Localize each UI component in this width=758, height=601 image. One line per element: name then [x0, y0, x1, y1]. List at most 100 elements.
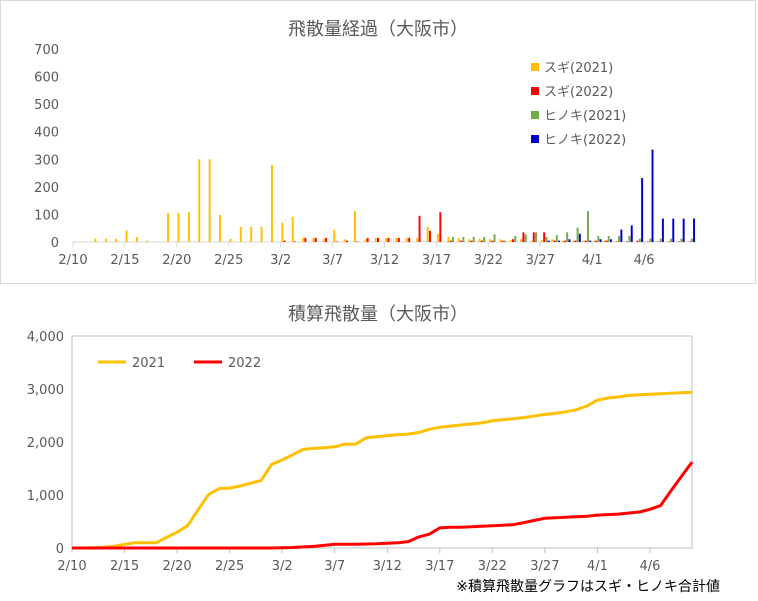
- bar-0-30: [385, 237, 388, 242]
- bar-0-15: [229, 238, 232, 242]
- bar-2-53: [628, 235, 631, 242]
- bar-2-51: [607, 235, 610, 242]
- bar-0-14: [219, 214, 222, 242]
- bar-2-58: [680, 238, 683, 242]
- bar-x-tick-label: 3/22: [474, 253, 503, 268]
- bar-0-38: [468, 239, 471, 242]
- footnote: ※積算飛散量グラフはスギ・ヒノキ合計値: [456, 579, 720, 595]
- bar-1-39: [480, 240, 483, 242]
- bar-3-50: [599, 239, 602, 242]
- bar-x-tick-label: 3/17: [422, 253, 451, 268]
- bar-chart-svg: 700 600 500 400 300 200 100 0 2/10 2/15 2/20 2/25 3/…: [34, 43, 696, 268]
- bar-3-56: [661, 218, 664, 242]
- bar-0-5: [125, 230, 128, 242]
- cumulative-line-chart-panel: 積算飛散量（大阪市） 4,000 3,000 2,000 1,000 0 2/10 2/15…: [0, 286, 756, 600]
- line-chart-svg: 4,000 3,000 2,000 1,000 0 2/10 2/15 2/20 2/25 3/2…: [27, 330, 694, 574]
- bar-x-tick-label: 3/27: [526, 253, 555, 268]
- bar-2-42: [514, 235, 517, 242]
- bar-0-12: [198, 159, 201, 242]
- bar-1-31: [397, 237, 400, 242]
- bar-y-tick-label: 700: [34, 43, 59, 58]
- bar-3-45: [547, 240, 550, 242]
- bar-1-48: [574, 240, 577, 242]
- line-x-tick-label: 2/15: [110, 559, 139, 574]
- bar-0-9: [167, 213, 170, 242]
- bar-legend-label: ヒノキ(2021): [544, 109, 626, 124]
- bar-1-22: [304, 237, 307, 242]
- bar-0-40: [489, 239, 491, 242]
- bar-0-23: [312, 237, 315, 242]
- bar-0-34: [426, 226, 429, 242]
- bar-x-tick-label: 3/2: [270, 253, 291, 268]
- bar-2-55: [649, 238, 652, 242]
- line-x-tick-label: 3/12: [373, 559, 402, 574]
- line-plot-area: [71, 335, 693, 549]
- bar-0-31: [395, 237, 398, 242]
- bar-1-28: [366, 237, 369, 242]
- bar-x-tick-label: 4/1: [582, 253, 603, 268]
- bar-legend-swatch: [531, 135, 539, 143]
- line-legend-label: 2021: [132, 356, 165, 371]
- bar-1-42: [512, 239, 514, 242]
- bar-2-49: [586, 211, 589, 242]
- line-y-tick-label: 1,000: [27, 489, 64, 504]
- bar-2-40: [493, 234, 496, 242]
- bar-0-47: [561, 240, 564, 242]
- bar-2-50: [597, 235, 600, 242]
- bar-2-44: [535, 232, 538, 242]
- bar-1-58: [678, 241, 681, 242]
- bar-3-46: [558, 240, 561, 242]
- bar-1-59: [688, 241, 691, 242]
- bar-0-16: [239, 226, 242, 242]
- bar-0-13: [208, 159, 211, 242]
- bar-1-20: [283, 240, 286, 242]
- bar-1-30: [387, 237, 390, 242]
- bar-0-22: [302, 237, 305, 242]
- bar-0-51: [603, 240, 606, 242]
- bar-0-43: [520, 238, 523, 242]
- bar-0-17: [250, 226, 253, 242]
- bar-0-6: [135, 237, 138, 242]
- bar-1-34: [428, 230, 431, 242]
- bar-2-37: [462, 237, 465, 242]
- line-y-tick-label: 3,000: [27, 383, 64, 398]
- line-x-tick-label: 4/6: [640, 559, 661, 574]
- bar-1-40: [491, 240, 494, 242]
- bar-2-39: [483, 237, 486, 242]
- line-x-tick-label: 4/1: [587, 559, 608, 574]
- bar-3-53: [630, 225, 633, 242]
- bar-legend-label: スギ(2021): [544, 61, 613, 76]
- bar-0-39: [478, 238, 481, 242]
- bar-0-26: [343, 239, 346, 242]
- bar-1-50: [595, 240, 598, 242]
- bar-x-tick-label: 2/20: [162, 253, 191, 268]
- line-x-tick-label: 2/20: [162, 559, 191, 574]
- bar-chart-title: 飛散量経過（大阪市）: [288, 19, 468, 40]
- line-y-tick-label: 2,000: [27, 436, 64, 451]
- bar-1-57: [667, 241, 670, 242]
- line-x-tick-label: 2/10: [57, 559, 86, 574]
- bar-0-10: [177, 213, 180, 242]
- bar-0-3: [104, 238, 107, 242]
- bar-1-36: [449, 240, 452, 242]
- bar-0-37: [457, 237, 460, 242]
- bar-1-46: [553, 240, 556, 242]
- bar-0-35: [437, 233, 440, 242]
- bar-1-43: [522, 232, 525, 242]
- bar-x-tick-label: 2/15: [110, 253, 139, 268]
- bar-2-59: [690, 238, 693, 242]
- line-chart-title: 積算飛散量（大阪市）: [288, 304, 468, 325]
- bar-0-21: [291, 216, 294, 242]
- bar-0-7: [146, 240, 149, 242]
- bar-1-21: [293, 241, 296, 242]
- bar-0-4: [115, 238, 118, 242]
- line-y-tick-label: 0: [56, 542, 64, 557]
- line-x-tick-label: 3/2: [272, 559, 293, 574]
- bar-y-tick-label: 600: [34, 71, 59, 86]
- pollen-bar-chart-panel: 飛散量経過（大阪市） 700 600 500 400 300 200 100 0 2/10 2/1…: [0, 0, 756, 284]
- line-y-tick-label: 4,000: [27, 330, 64, 345]
- bar-0-27: [354, 211, 356, 242]
- bar-0-11: [187, 212, 190, 242]
- bar-3-47: [568, 239, 571, 242]
- bar-2-54: [638, 238, 641, 242]
